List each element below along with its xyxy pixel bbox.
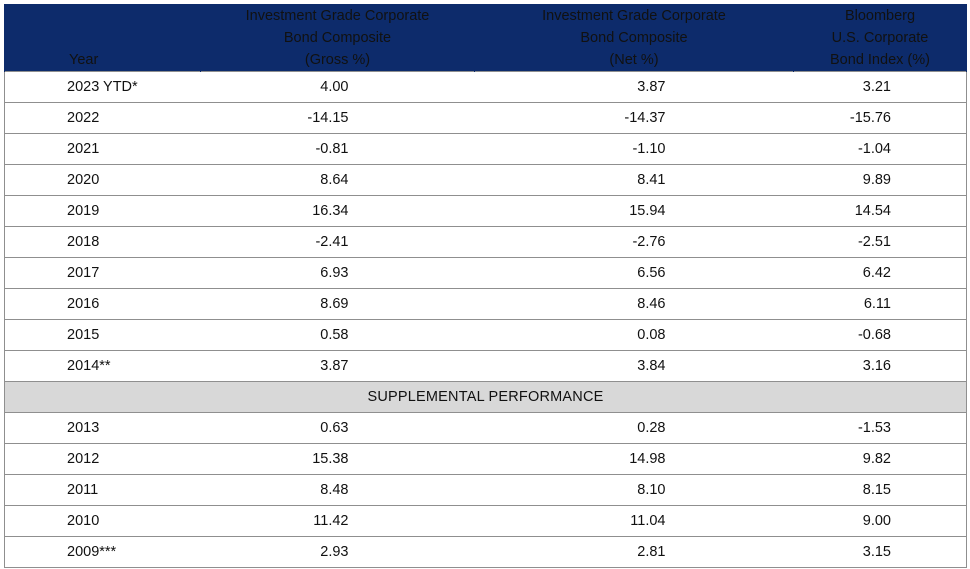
year-cell: 2013 xyxy=(4,411,201,444)
table-row: 2022 -14.15 -14.37 -15.76 xyxy=(4,101,967,134)
header-year: Year xyxy=(4,4,201,71)
table-body: 2023 YTD* 4.00 3.87 3.21 2022 -14.15 -14… xyxy=(4,70,967,568)
index-cell: 9.82 xyxy=(793,442,967,475)
net-cell: 6.56 xyxy=(474,256,794,289)
year-cell: 2016 xyxy=(4,287,201,320)
net-cell: 8.41 xyxy=(474,163,794,196)
gross-cell: 0.58 xyxy=(200,318,475,351)
net-cell: 14.98 xyxy=(474,442,794,475)
year-cell: 2021 xyxy=(4,132,201,165)
net-cell: 0.28 xyxy=(474,411,794,444)
index-cell: 14.54 xyxy=(793,194,967,227)
net-cell: 0.08 xyxy=(474,318,794,351)
net-cell: 11.04 xyxy=(474,504,794,537)
supplemental-performance-row: SUPPLEMENTAL PERFORMANCE xyxy=(4,380,967,413)
index-cell: 9.00 xyxy=(793,504,967,537)
table-row: 2017 6.93 6.56 6.42 xyxy=(4,256,967,289)
index-cell: 8.15 xyxy=(793,473,967,506)
year-cell: 2010 xyxy=(4,504,201,537)
gross-cell: 3.87 xyxy=(200,349,475,382)
performance-table: Year Investment Grade Corporate Bond Com… xyxy=(4,4,967,568)
table-row: 2009*** 2.93 2.81 3.15 xyxy=(4,535,967,568)
net-cell: 2.81 xyxy=(474,535,794,568)
header-year-label: Year xyxy=(69,51,99,68)
header-gross: Investment Grade Corporate Bond Composit… xyxy=(200,4,475,71)
table-row: 2019 16.34 15.94 14.54 xyxy=(4,194,967,227)
gross-cell: 6.93 xyxy=(200,256,475,289)
gross-cell: 8.69 xyxy=(200,287,475,320)
table-header: Year Investment Grade Corporate Bond Com… xyxy=(4,4,967,71)
index-cell: 6.42 xyxy=(793,256,967,289)
index-cell: -0.68 xyxy=(793,318,967,351)
header-gross-line-3: (Gross %) xyxy=(304,51,371,68)
net-cell: -14.37 xyxy=(474,101,794,134)
index-cell: 3.21 xyxy=(793,70,967,103)
gross-cell: 15.38 xyxy=(200,442,475,475)
gross-cell: 2.93 xyxy=(200,535,475,568)
year-cell: 2022 xyxy=(4,101,201,134)
net-cell: -1.10 xyxy=(474,132,794,165)
gross-cell: 4.00 xyxy=(200,70,475,103)
year-cell: 2012 xyxy=(4,442,201,475)
gross-cell: 11.42 xyxy=(200,504,475,537)
header-net-line-2: Bond Composite xyxy=(580,29,688,46)
table-row: 2018 -2.41 -2.76 -2.51 xyxy=(4,225,967,258)
table-row: 2012 15.38 14.98 9.82 xyxy=(4,442,967,475)
gross-cell: 0.63 xyxy=(200,411,475,444)
index-cell: 3.16 xyxy=(793,349,967,382)
table-row: 2013 0.63 0.28 -1.53 xyxy=(4,411,967,444)
year-cell: 2017 xyxy=(4,256,201,289)
header-index-line-2: U.S. Corporate xyxy=(831,29,929,46)
net-cell: 8.10 xyxy=(474,473,794,506)
table-row: 2015 0.58 0.08 -0.68 xyxy=(4,318,967,351)
year-cell: 2018 xyxy=(4,225,201,258)
header-net-line-3: (Net %) xyxy=(609,51,659,68)
year-cell: 2009*** xyxy=(4,535,201,568)
table-row: 2023 YTD* 4.00 3.87 3.21 xyxy=(4,70,967,103)
header-index: Bloomberg U.S. Corporate Bond Index (%) xyxy=(793,4,967,71)
table-row: 2021 -0.81 -1.10 -1.04 xyxy=(4,132,967,165)
gross-cell: -2.41 xyxy=(200,225,475,258)
header-index-line-3: Bond Index (%) xyxy=(830,51,930,68)
year-cell: 2011 xyxy=(4,473,201,506)
gross-cell: 8.64 xyxy=(200,163,475,196)
gross-cell: 16.34 xyxy=(200,194,475,227)
table-row: 2010 11.42 11.04 9.00 xyxy=(4,504,967,537)
year-cell: 2020 xyxy=(4,163,201,196)
index-cell: 6.11 xyxy=(793,287,967,320)
net-cell: -2.76 xyxy=(474,225,794,258)
gross-cell: -0.81 xyxy=(200,132,475,165)
header-gross-line-2: Bond Composite xyxy=(283,29,392,46)
table-row: 2016 8.69 8.46 6.11 xyxy=(4,287,967,320)
table-row: 2020 8.64 8.41 9.89 xyxy=(4,163,967,196)
index-cell: -15.76 xyxy=(793,101,967,134)
index-cell: -1.53 xyxy=(793,411,967,444)
year-cell: 2023 YTD* xyxy=(4,70,201,103)
index-cell: 3.15 xyxy=(793,535,967,568)
header-net-line-1: Investment Grade Corporate xyxy=(542,7,726,24)
net-cell: 15.94 xyxy=(474,194,794,227)
year-cell: 2019 xyxy=(4,194,201,227)
table-row: 2014** 3.87 3.84 3.16 xyxy=(4,349,967,382)
header-row: Year Investment Grade Corporate Bond Com… xyxy=(4,4,967,71)
index-cell: 9.89 xyxy=(793,163,967,196)
year-cell: 2015 xyxy=(4,318,201,351)
header-net: Investment Grade Corporate Bond Composit… xyxy=(474,4,794,71)
index-cell: -1.04 xyxy=(793,132,967,165)
net-cell: 3.87 xyxy=(474,70,794,103)
table-row: 2011 8.48 8.10 8.15 xyxy=(4,473,967,506)
net-cell: 8.46 xyxy=(474,287,794,320)
header-index-line-1: Bloomberg xyxy=(844,7,916,24)
index-cell: -2.51 xyxy=(793,225,967,258)
supplemental-performance-label: SUPPLEMENTAL PERFORMANCE xyxy=(4,380,967,413)
net-cell: 3.84 xyxy=(474,349,794,382)
year-cell: 2014** xyxy=(4,349,201,382)
gross-cell: -14.15 xyxy=(200,101,475,134)
header-gross-line-1: Investment Grade Corporate xyxy=(245,7,430,24)
gross-cell: 8.48 xyxy=(200,473,475,506)
